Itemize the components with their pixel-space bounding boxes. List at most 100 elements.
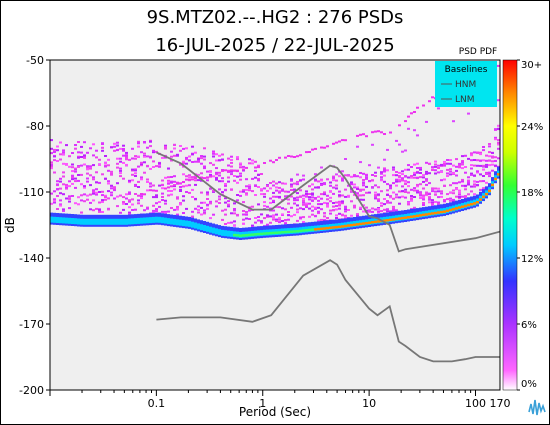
heat-cell bbox=[296, 173, 299, 176]
heat-cell bbox=[68, 195, 71, 198]
heat-cell bbox=[335, 173, 338, 176]
heat-cell bbox=[422, 198, 425, 201]
heat-cell bbox=[248, 184, 251, 187]
heat-cell bbox=[266, 185, 269, 188]
heat-cell bbox=[263, 204, 266, 207]
heat-cell bbox=[143, 217, 146, 224]
heat-cell bbox=[89, 201, 92, 204]
heat-cell bbox=[398, 124, 401, 127]
heat-cell bbox=[461, 184, 464, 187]
heat-cell bbox=[167, 181, 170, 183]
heat-cell bbox=[302, 199, 305, 202]
heat-cell bbox=[362, 172, 365, 175]
heat-cell bbox=[92, 190, 95, 193]
heat-cell bbox=[125, 203, 128, 205]
heat-cell bbox=[407, 127, 410, 130]
heat-cell bbox=[332, 209, 335, 212]
heat-cell bbox=[356, 193, 359, 196]
heat-cell bbox=[242, 165, 245, 168]
heat-cell bbox=[209, 200, 212, 203]
heat-cell bbox=[104, 155, 107, 157]
heat-cell bbox=[383, 167, 386, 170]
y-tick-label: -200 bbox=[19, 384, 44, 397]
heat-cell bbox=[431, 96, 434, 99]
heat-cell bbox=[197, 160, 200, 163]
heat-cell bbox=[356, 213, 359, 216]
heat-cell bbox=[380, 131, 383, 134]
heat-cell bbox=[314, 178, 317, 181]
heat-cell bbox=[467, 176, 470, 179]
heat-cell bbox=[80, 173, 83, 176]
heat-cell bbox=[50, 164, 53, 167]
heat-cell bbox=[368, 191, 371, 194]
heat-cell bbox=[341, 194, 344, 197]
heat-cell bbox=[122, 161, 125, 164]
heat-cell bbox=[257, 177, 260, 180]
heat-cell bbox=[179, 186, 182, 188]
heat-cell bbox=[56, 149, 59, 152]
heat-cell bbox=[131, 218, 134, 225]
heat-cell bbox=[86, 166, 89, 169]
heat-cell bbox=[146, 206, 149, 209]
heat-cell bbox=[179, 188, 182, 191]
heat-cell bbox=[224, 169, 227, 172]
heat-cell bbox=[257, 166, 260, 169]
heat-cell bbox=[395, 171, 398, 173]
heat-cell bbox=[281, 189, 284, 192]
heat-cell bbox=[272, 161, 275, 164]
heat-cell bbox=[119, 169, 122, 172]
heat-cell bbox=[245, 211, 248, 214]
heat-cell bbox=[323, 201, 326, 204]
heat-cell bbox=[380, 210, 383, 213]
heat-cell bbox=[461, 155, 464, 158]
heat-cell bbox=[89, 174, 92, 177]
heat-cell bbox=[206, 179, 209, 182]
heat-cell bbox=[80, 183, 83, 186]
heat-cell bbox=[242, 201, 245, 204]
heat-cell bbox=[482, 180, 485, 183]
heat-cell bbox=[104, 196, 107, 199]
heat-cell bbox=[233, 212, 236, 215]
heat-cell bbox=[248, 218, 251, 220]
heat-cell bbox=[137, 165, 140, 168]
heat-cell bbox=[83, 218, 86, 225]
heat-cell bbox=[167, 194, 170, 197]
heat-cell bbox=[290, 195, 293, 198]
heat-cell bbox=[188, 176, 191, 179]
heat-cell bbox=[386, 219, 389, 222]
heat-cell bbox=[77, 179, 80, 182]
heat-cell bbox=[449, 159, 452, 162]
heat-cell bbox=[140, 178, 143, 181]
heat-cell bbox=[200, 191, 203, 194]
heat-cell bbox=[56, 180, 59, 183]
heat-cell bbox=[440, 210, 443, 214]
heat-cell bbox=[284, 230, 287, 234]
heat-cell bbox=[83, 163, 86, 166]
heat-cell bbox=[467, 179, 470, 182]
heat-cell bbox=[296, 192, 299, 195]
heat-cell bbox=[185, 158, 188, 161]
heat-cell bbox=[239, 162, 242, 165]
heat-cell bbox=[152, 160, 155, 163]
heat-cell bbox=[221, 229, 224, 236]
heat-cell bbox=[245, 185, 248, 188]
heat-cell bbox=[374, 130, 377, 133]
heat-cell bbox=[359, 198, 362, 201]
heat-cell bbox=[452, 164, 455, 167]
heat-cell bbox=[344, 210, 347, 213]
heat-cell bbox=[74, 218, 77, 225]
heat-cell bbox=[449, 199, 452, 202]
heat-cell bbox=[125, 158, 128, 161]
heat-cell bbox=[248, 189, 251, 192]
legend-title: Baselines bbox=[445, 65, 488, 75]
heat-cell bbox=[416, 191, 419, 194]
heat-cell bbox=[170, 180, 173, 183]
heat-cell bbox=[185, 162, 188, 165]
heat-cell bbox=[419, 214, 422, 217]
heat-cell bbox=[68, 165, 71, 168]
heat-cell bbox=[164, 147, 167, 150]
heat-cell bbox=[479, 198, 482, 201]
heat-cell bbox=[422, 194, 425, 197]
heat-cell bbox=[338, 200, 341, 203]
heat-cell bbox=[263, 193, 266, 196]
